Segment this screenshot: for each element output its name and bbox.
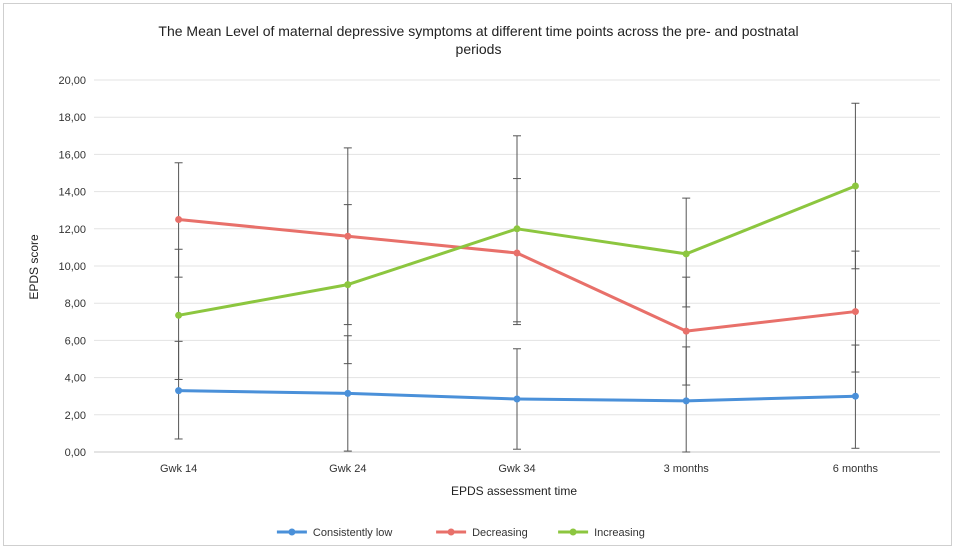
data-point-increasing bbox=[344, 281, 352, 289]
x-tick-label: 3 months bbox=[664, 463, 710, 475]
x-tick-label: Gwk 24 bbox=[329, 463, 366, 475]
legend-item-increasing: Increasing bbox=[558, 527, 645, 539]
y-tick-label: 20,00 bbox=[58, 75, 86, 87]
legend: Consistently low Decreasing Increasing bbox=[276, 527, 645, 539]
data-point-consistently-low bbox=[175, 387, 183, 395]
data-point-consistently-low bbox=[682, 397, 690, 405]
y-tick-label: 14,00 bbox=[58, 187, 86, 199]
y-tick-label: 4,00 bbox=[65, 373, 86, 385]
data-point-decreasing bbox=[851, 308, 859, 316]
data-series bbox=[175, 182, 859, 405]
data-point-decreasing bbox=[513, 249, 521, 257]
chart-title: The Mean Level of maternal depressive sy… bbox=[0, 22, 957, 58]
x-axis-title: EPDS assessment time bbox=[451, 484, 577, 498]
chart-title-line-2: periods bbox=[455, 41, 502, 57]
data-point-increasing bbox=[513, 225, 521, 233]
legend-marker bbox=[569, 528, 577, 536]
data-point-consistently-low bbox=[344, 389, 352, 397]
data-point-decreasing bbox=[682, 327, 690, 335]
data-point-increasing bbox=[851, 182, 859, 190]
legend-marker bbox=[447, 528, 455, 536]
chart-title-line-1: The Mean Level of maternal depressive sy… bbox=[158, 23, 799, 39]
data-point-decreasing bbox=[175, 216, 183, 223]
data-point-decreasing bbox=[344, 232, 352, 240]
legend-item-decreasing: Decreasing bbox=[436, 527, 528, 539]
data-point-increasing bbox=[682, 250, 690, 258]
y-tick-label: 16,00 bbox=[58, 149, 86, 161]
y-tick-label: 8,00 bbox=[65, 298, 86, 310]
data-point-consistently-low bbox=[513, 395, 521, 403]
data-point-consistently-low bbox=[851, 392, 859, 400]
y-tick-label: 0,00 bbox=[65, 447, 86, 459]
y-tick-label: 12,00 bbox=[58, 224, 86, 236]
y-tick-label: 2,00 bbox=[65, 410, 86, 422]
chart-frame bbox=[3, 3, 952, 546]
legend-label: Increasing bbox=[594, 527, 645, 539]
x-axis-tick-labels: Gwk 14 Gwk 24 Gwk 34 3 months 6 months bbox=[160, 463, 879, 475]
x-tick-label: Gwk 14 bbox=[160, 463, 197, 475]
x-tick-label: 6 months bbox=[833, 463, 879, 475]
y-tick-label: 10,00 bbox=[58, 261, 86, 273]
y-axis-tick-labels: 0,00 2,00 4,00 6,00 8,00 10,00 12,00 14,00 16,00… bbox=[58, 75, 86, 459]
y-tick-label: 18,00 bbox=[58, 112, 86, 124]
x-tick-label: Gwk 34 bbox=[498, 463, 535, 475]
y-axis-title: EPDS score bbox=[27, 234, 41, 300]
legend-label: Consistently low bbox=[313, 527, 393, 539]
legend-item-consistently-low: Consistently low bbox=[276, 527, 393, 539]
y-tick-label: 6,00 bbox=[65, 335, 86, 347]
legend-marker bbox=[288, 528, 296, 536]
data-point-increasing bbox=[175, 311, 183, 319]
legend-label: Decreasing bbox=[472, 527, 528, 539]
